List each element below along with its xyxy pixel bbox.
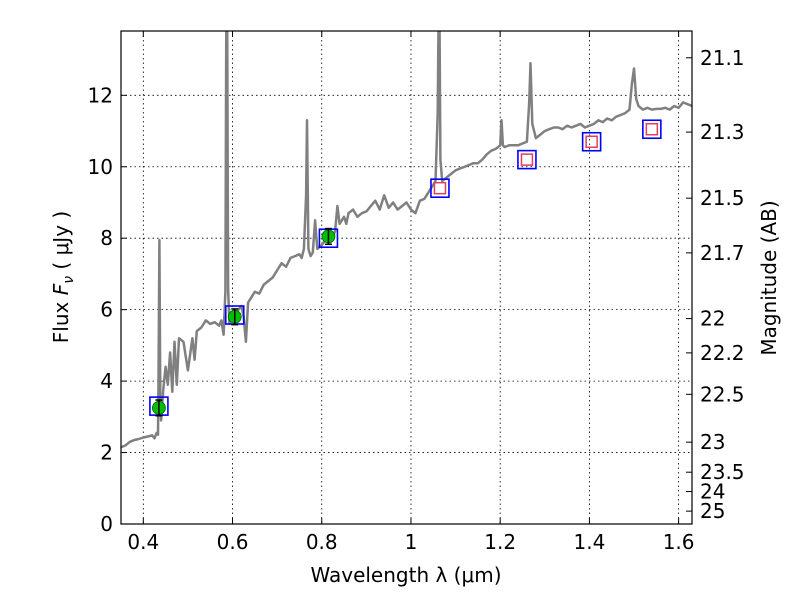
y2-axis-label: Magnitude (AB) [757, 200, 781, 355]
x-tick-label: 1 [405, 530, 418, 554]
y-tick-label: 2 [100, 441, 113, 465]
x-tick-label: 0.4 [127, 530, 159, 554]
y-axis-label-prefix: Flux [49, 295, 73, 343]
y-tick-label: 6 [100, 298, 113, 322]
y2-tick-label: 21.7 [700, 241, 745, 265]
x-tick-label: 1.4 [573, 530, 605, 554]
x-tick-label: 1.6 [663, 530, 695, 554]
model-photometry-marker [642, 119, 662, 140]
plot-frame [120, 30, 693, 525]
x-tick-label: 1.2 [484, 530, 516, 554]
y2-tick-label: 25 [700, 499, 725, 523]
y-axis-label: Flux Fν ( μJy ) [49, 211, 77, 343]
spectrum-line [121, 31, 692, 449]
y2-tick-label: 21.3 [700, 120, 745, 144]
upper-limit-marker [433, 181, 447, 195]
upper-limit-marker [645, 122, 659, 136]
x-axis-label: Wavelength λ (μm) [310, 563, 501, 587]
y-tick-label: 12 [88, 83, 113, 107]
series-layer [121, 31, 692, 449]
y-axis-label-sub: ν [61, 276, 77, 284]
grid [121, 31, 692, 525]
y-axis-label-symbol: F [49, 283, 73, 295]
model-photometry-marker [517, 149, 537, 170]
y-tick-label: 8 [100, 226, 113, 250]
y-axis-label-suffix: ( μJy ) [49, 211, 73, 276]
y2-tick-label: 21.5 [700, 186, 745, 210]
y2-tick-label: 23 [700, 430, 725, 454]
y2-tick-label: 22 [700, 307, 725, 331]
y2-tick-label: 22.5 [700, 382, 745, 406]
x-axis: 0.4 0.6 0.8 1 1.2 1.4 1.6 [127, 31, 695, 554]
y-axis-left: 0 2 4 6 8 10 12 [88, 83, 127, 536]
y-tick-label: 10 [88, 155, 113, 179]
y2-tick-label: 21.1 [700, 46, 745, 70]
model-photometry-marker [430, 178, 450, 198]
y2-tick-label: 24 [700, 479, 725, 503]
y2-tick-label: 23.5 [700, 460, 745, 484]
y2-tick-label: 22.2 [700, 341, 745, 365]
y-tick-label: 4 [100, 369, 113, 393]
model-photometry-marker [581, 131, 602, 152]
upper-limit-marker [585, 135, 598, 148]
upper-limit-marker [520, 153, 534, 166]
x-tick-label: 0.8 [306, 530, 338, 554]
marker-layer [149, 119, 662, 417]
y-tick-label: 0 [100, 512, 113, 536]
x-tick-label: 0.6 [217, 530, 249, 554]
